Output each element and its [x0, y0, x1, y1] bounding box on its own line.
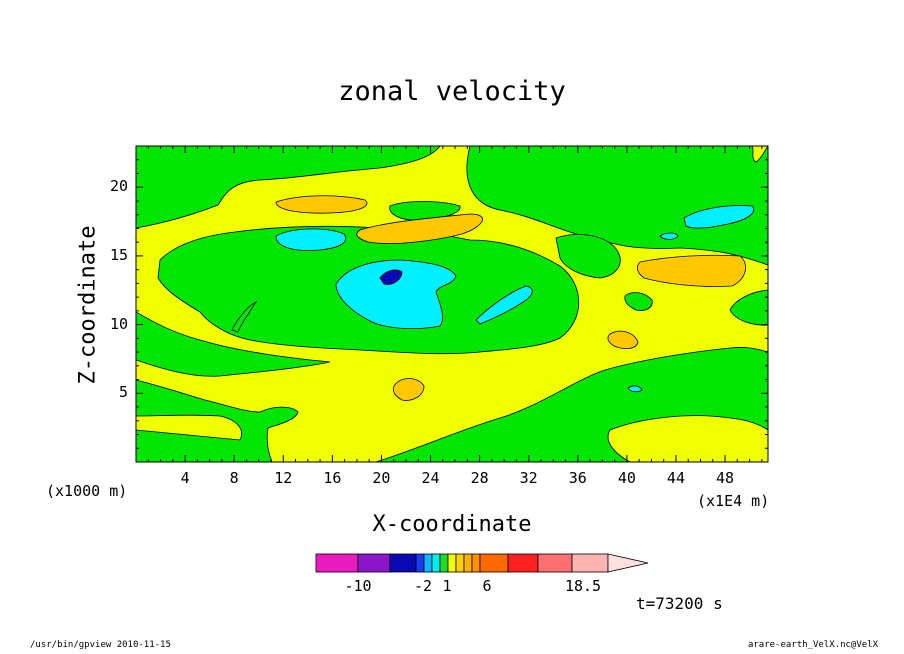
footer-left: /usr/bin/gpview 2010-11-15 — [30, 640, 171, 650]
contour-region — [389, 201, 461, 221]
contour-region — [607, 415, 768, 462]
contour-region — [624, 292, 653, 311]
colorbar-swatch — [357, 553, 391, 573]
colorbar-swatch — [537, 553, 573, 573]
x-tick-label: 12 — [274, 469, 293, 487]
x-tick-label: 32 — [519, 469, 538, 487]
colorbar-swatch — [315, 553, 359, 573]
contour-region — [275, 195, 368, 214]
x-tick-label: 44 — [666, 469, 685, 487]
contour-region — [136, 379, 299, 462]
x-tick-label: 4 — [180, 469, 190, 487]
colorbar-swatch — [471, 553, 481, 573]
colorbar-swatch — [479, 553, 509, 573]
x-tick-label: 16 — [323, 469, 342, 487]
colorbar-swatch — [447, 553, 457, 573]
colorbar-label: 18.5 — [564, 577, 602, 595]
y-tick-label: 20 — [109, 177, 128, 196]
x-axis-label: X-coordinate — [372, 512, 532, 537]
x-tick-label: 20 — [372, 469, 391, 487]
colorbar-swatch — [571, 553, 609, 573]
x-tick-label: 48 — [716, 469, 735, 487]
contour-region — [356, 213, 483, 244]
contour-region — [475, 285, 533, 325]
contour-region — [335, 259, 457, 330]
contour-region — [379, 269, 403, 285]
colorbar-swatch — [507, 553, 539, 573]
x-tick-label: 28 — [470, 469, 489, 487]
plot-frame — [135, 145, 769, 463]
chart-title: zonal velocity — [338, 76, 566, 107]
colorbar-label: 1 — [442, 577, 452, 595]
footer-right: arare-earth_VelX.nc@VelX — [747, 640, 878, 650]
colorbar-swatch — [423, 553, 433, 573]
contour-region — [659, 232, 679, 240]
contour-region — [729, 289, 768, 326]
contour-region — [275, 228, 346, 251]
colorbar-swatch — [439, 553, 449, 573]
colorbar-swatch — [455, 553, 465, 573]
contour-region — [136, 311, 331, 377]
colorbar-swatch — [431, 553, 441, 573]
contour-region — [466, 146, 768, 266]
y-axis-label: Z-coordinate — [75, 225, 101, 385]
colorbar-extension — [607, 553, 649, 573]
colorbar-label: -2 — [413, 577, 433, 595]
x-tick-label: 40 — [617, 469, 636, 487]
contour-region — [683, 205, 754, 229]
contour-region — [393, 378, 425, 401]
x-tick-label: 8 — [229, 469, 239, 487]
axis-ticks — [136, 146, 768, 462]
contour-region — [136, 146, 441, 229]
colorbar-swatch — [463, 553, 473, 573]
contour-region — [555, 234, 621, 279]
y-tick-label: 10 — [109, 314, 128, 333]
colorbar-swatch — [389, 553, 417, 573]
y-tick-label: 15 — [109, 245, 128, 264]
contour-region — [636, 254, 746, 287]
x-unit-left: (x1000 m) — [46, 482, 128, 500]
contour-field — [136, 146, 768, 462]
colorbar-swatch — [415, 553, 425, 573]
x-tick-label: 24 — [421, 469, 440, 487]
colorbar — [315, 553, 649, 573]
contour-region — [607, 330, 639, 350]
colorbar-label: -10 — [344, 577, 372, 595]
colorbar-label: 6 — [482, 577, 492, 595]
contour-region — [627, 385, 643, 393]
y-tick-label: 5 — [118, 383, 128, 402]
x-tick-label: 36 — [568, 469, 587, 487]
contour-region — [231, 301, 258, 333]
time-annotation: t=73200 s — [636, 594, 723, 613]
x-unit-right: (x1E4 m) — [697, 492, 770, 510]
